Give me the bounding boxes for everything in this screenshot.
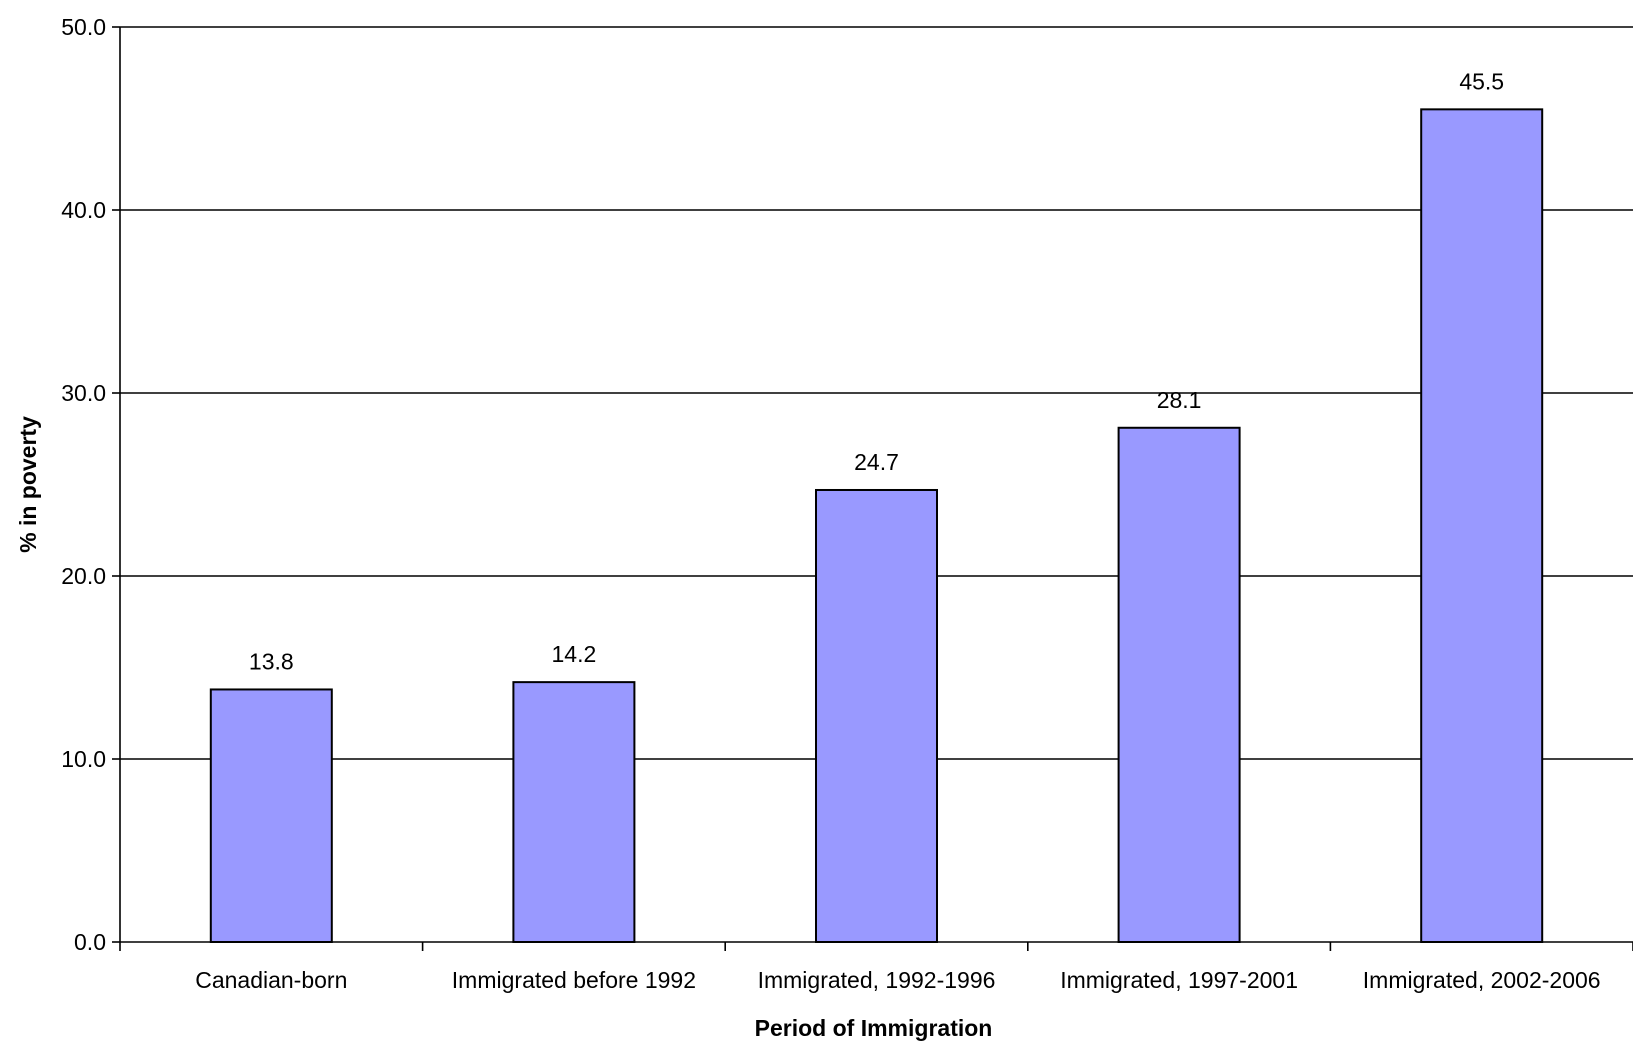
data-label-3: 28.1 [1157, 387, 1202, 413]
y-tick-label-2: 20.0 [61, 563, 106, 589]
x-tick-label-3: Immigrated, 1997-2001 [1060, 967, 1298, 993]
bars [209, 108, 1544, 944]
x-axis-title: Period of Immigration [755, 1015, 993, 1041]
data-label-0: 13.8 [249, 648, 294, 674]
y-tick-label-3: 30.0 [61, 380, 106, 406]
x-tick-label-2: Immigrated, 1992-1996 [758, 967, 996, 993]
bar-4 [1420, 108, 1544, 944]
bar-2 [815, 488, 938, 943]
labels: 0.0 10.0 20.0 30.0 40.0 50.0 13.8 Canadian-born… [61, 14, 1600, 993]
bar-0 [209, 688, 333, 944]
x-tick-label-1: Immigrated before 1992 [452, 967, 696, 993]
data-label-4: 45.5 [1459, 68, 1504, 94]
data-label-1: 14.2 [552, 641, 597, 667]
x-tick-label-0: Canadian-born [195, 967, 347, 993]
bar-1 [512, 681, 636, 943]
y-tick-label-5: 50.0 [61, 14, 106, 40]
axes [112, 26, 1633, 951]
y-tick-label-0: 0.0 [74, 929, 106, 955]
y-tick-label-4: 40.0 [61, 197, 106, 223]
bar-3 [1117, 426, 1241, 943]
gridlines [120, 26, 1633, 760]
y-axis-title: % in poverty [15, 416, 41, 553]
x-tick-label-4: Immigrated, 2002-2006 [1363, 967, 1601, 993]
y-tick-label-1: 10.0 [61, 746, 106, 772]
data-label-2: 24.7 [854, 449, 899, 475]
